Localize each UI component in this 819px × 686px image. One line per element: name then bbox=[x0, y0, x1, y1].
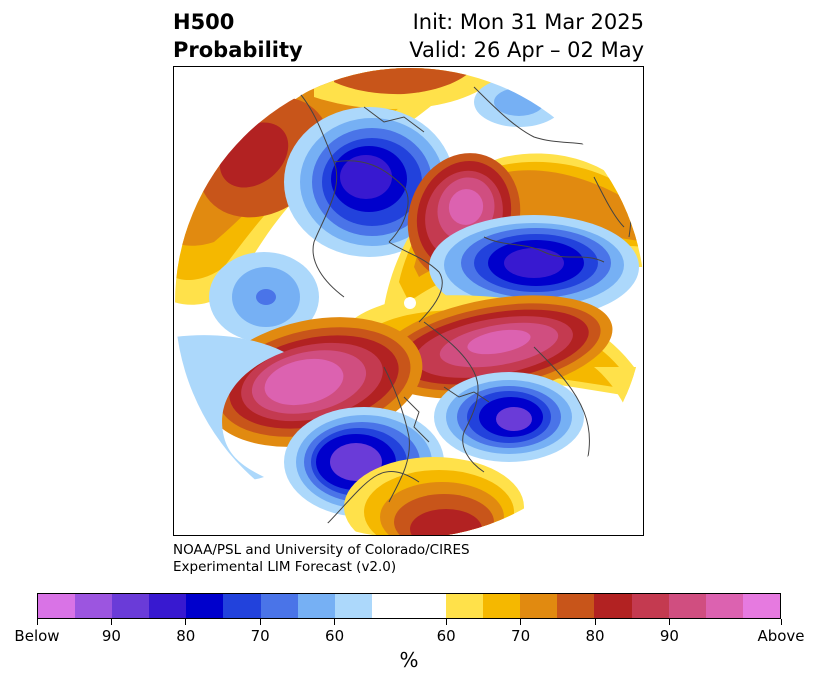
colorbar-tick bbox=[185, 619, 187, 625]
colorbar-tick-label: 90 bbox=[101, 627, 121, 645]
colorbar-segment bbox=[483, 594, 521, 618]
colorbar-segment bbox=[112, 594, 150, 618]
credits: NOAA/PSL and University of Colorado/CIRE… bbox=[173, 542, 470, 576]
arctic-top-above-anomaly bbox=[314, 68, 504, 109]
colorbar-tick-label: 60 bbox=[325, 627, 345, 645]
north-pole-marker bbox=[404, 297, 416, 309]
credits-org: NOAA/PSL and University of Colorado/CIRE… bbox=[173, 542, 470, 558]
colorbar-segment bbox=[334, 594, 372, 618]
colorbar-tick-label: 60 bbox=[436, 627, 456, 645]
colorbar-tick-label: 90 bbox=[659, 627, 679, 645]
central-asia-below-anomaly bbox=[434, 372, 584, 462]
colorbar-tick-label: 80 bbox=[176, 627, 196, 645]
colorbar-segment bbox=[668, 594, 706, 618]
colorbar-tick bbox=[668, 619, 670, 625]
colorbar-tick-label: 70 bbox=[511, 627, 531, 645]
colorbar-segment bbox=[371, 594, 447, 618]
colorbar-segment bbox=[594, 594, 632, 618]
valid-range: Valid: 26 Apr – 02 May bbox=[409, 38, 644, 62]
colorbar-segment bbox=[520, 594, 558, 618]
init-date: Init: Mon 31 Mar 2025 bbox=[412, 10, 644, 34]
colorbar-segment bbox=[38, 594, 76, 618]
colorbar-tick bbox=[780, 619, 782, 625]
colorbar-segment bbox=[742, 594, 780, 618]
colorbar-segment bbox=[223, 594, 261, 618]
colorbar-tick bbox=[110, 619, 112, 625]
colorbar bbox=[37, 593, 781, 619]
colorbar-tick bbox=[36, 619, 38, 625]
colorbar-tick bbox=[445, 619, 447, 625]
colorbar-unit-label: % bbox=[399, 648, 419, 672]
credits-product: Experimental LIM Forecast (v2.0) bbox=[173, 559, 397, 575]
colorbar-segment bbox=[446, 594, 484, 618]
siberia-above-anomaly bbox=[375, 295, 613, 399]
colorbar-segment bbox=[260, 594, 298, 618]
map-disc bbox=[175, 68, 643, 535]
map-frame bbox=[173, 66, 644, 536]
colorbar-tick-label: 70 bbox=[250, 627, 270, 645]
colorbar-tick bbox=[259, 619, 261, 625]
colorbar-tick bbox=[594, 619, 596, 625]
title-right: Init: Mon 31 Mar 2025 Valid: 26 Apr – 02… bbox=[409, 8, 644, 64]
probability-map bbox=[175, 68, 643, 535]
colorbar-tick-label: Below bbox=[14, 627, 60, 645]
colorbar-segment bbox=[705, 594, 743, 618]
colorbar-tick bbox=[520, 619, 522, 625]
title-quantity: Probability bbox=[173, 38, 303, 62]
colorbar-tick-label: Above bbox=[757, 627, 805, 645]
colorbar-segment bbox=[186, 594, 224, 618]
title-left: H500 Probability bbox=[173, 8, 303, 64]
colorbar-tick bbox=[334, 619, 336, 625]
colorbar-segment bbox=[149, 594, 187, 618]
colorbar-tick-label: 80 bbox=[585, 627, 605, 645]
title-variable: H500 bbox=[173, 10, 235, 34]
colorbar-segment bbox=[557, 594, 595, 618]
colorbar-segment bbox=[297, 594, 335, 618]
colorbar-segment bbox=[75, 594, 113, 618]
central-pacific-below-anomaly bbox=[209, 252, 319, 342]
colorbar-segment bbox=[631, 594, 669, 618]
northern-europe-below-anomaly bbox=[429, 215, 639, 319]
